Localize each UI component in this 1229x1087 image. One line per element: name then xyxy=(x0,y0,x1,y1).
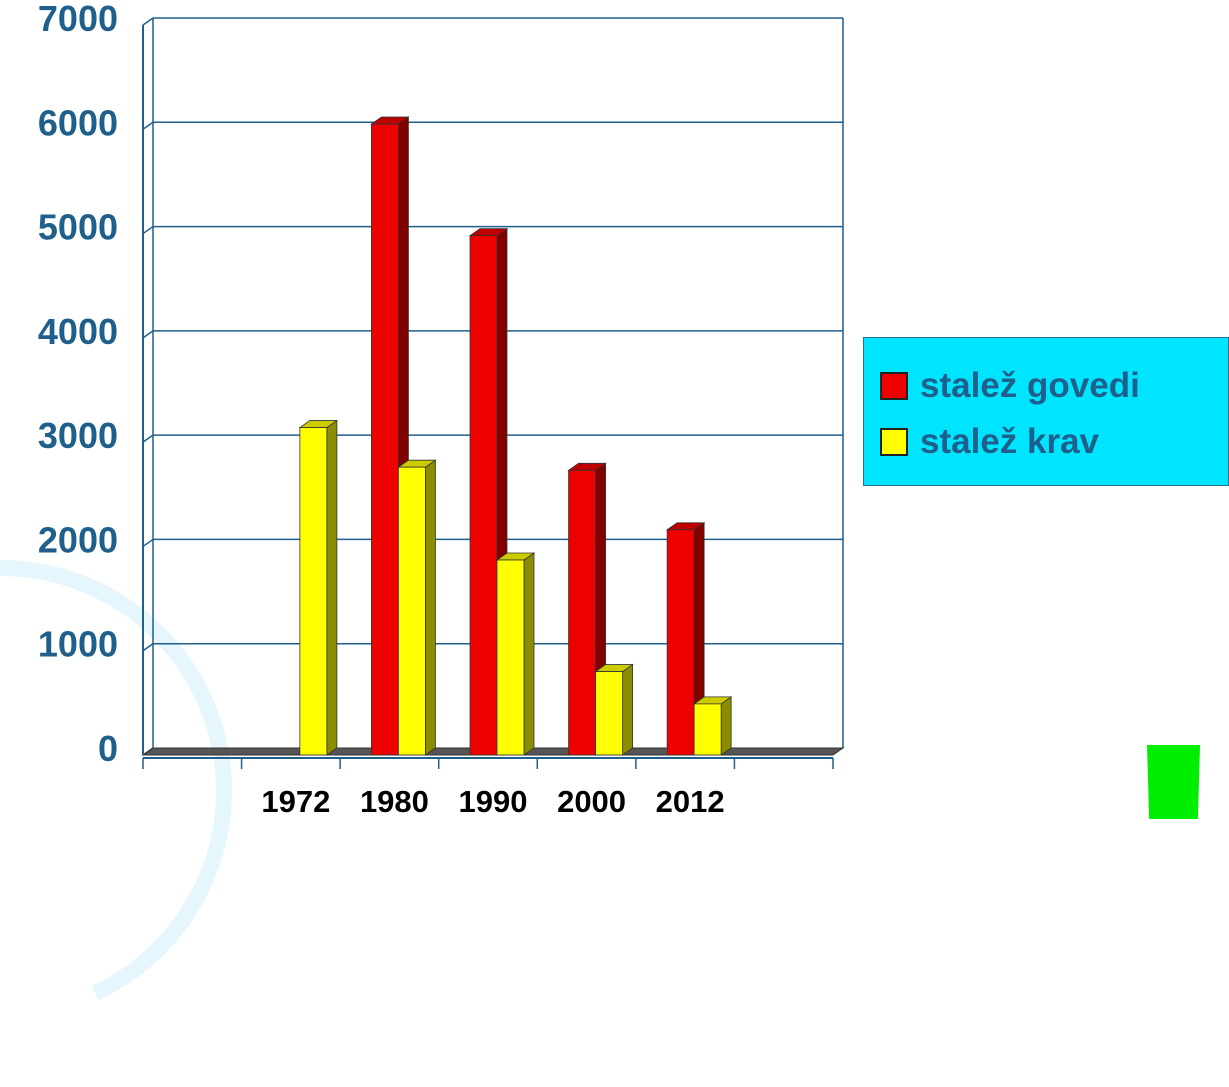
y-tick-mark xyxy=(142,643,154,652)
bars xyxy=(298,116,733,756)
bar-front xyxy=(666,529,695,756)
x-tick-label: 1980 xyxy=(360,784,429,817)
y-tick-labels: 0 1000 2000 3000 4000 5000 6000 7000 xyxy=(38,0,118,769)
bar-front xyxy=(568,469,596,756)
bar-side xyxy=(622,663,633,756)
bar-side xyxy=(425,459,436,756)
bar xyxy=(298,419,339,756)
bar-front xyxy=(371,123,399,756)
legend-swatch-krav xyxy=(880,428,908,456)
y-tick-mark xyxy=(142,225,154,235)
x-tick-label: 2000 xyxy=(557,784,626,817)
bar-front xyxy=(496,559,525,756)
legend: stalež govedi stalež krav xyxy=(863,337,1229,486)
bar-front xyxy=(398,466,426,756)
bar-front xyxy=(595,671,623,756)
bar xyxy=(495,552,536,756)
x-tick-labels: 1972 1980 1990 2000 2012 xyxy=(261,784,724,817)
x-tick-label: 2012 xyxy=(656,784,725,817)
x-tick-label: 1972 xyxy=(261,784,330,817)
x-tick-label: 1990 xyxy=(459,784,528,817)
bar-front xyxy=(299,427,328,756)
bar-side xyxy=(720,696,732,756)
bar xyxy=(594,663,634,756)
legend-label-govedi: stalež govedi xyxy=(920,366,1140,405)
y-tick-label: 6000 xyxy=(38,102,118,143)
bar-side xyxy=(326,419,338,756)
y-tick-label: 3000 xyxy=(38,415,118,456)
y-tick-mark xyxy=(142,538,154,548)
green-decoration xyxy=(1147,745,1200,819)
y-tick-label: 5000 xyxy=(38,207,118,248)
legend-label-krav: stalež krav xyxy=(920,422,1100,461)
y-tick-label: 4000 xyxy=(38,311,118,352)
y-tick-mark xyxy=(142,121,154,130)
y-tick-label: 1000 xyxy=(38,624,118,665)
legend-swatch-govedi xyxy=(880,372,908,400)
y-tick-label: 0 xyxy=(98,728,118,769)
y-tick-label: 2000 xyxy=(38,519,118,560)
bar-side xyxy=(523,552,535,756)
y-tick-mark xyxy=(142,434,154,443)
legend-item-krav: stalež krav xyxy=(880,422,1099,462)
y-tick-label: 7000 xyxy=(38,0,118,39)
bar xyxy=(370,116,410,756)
axes xyxy=(142,18,834,769)
y-tick-mark xyxy=(142,330,154,339)
bar-front xyxy=(693,703,722,756)
bar-front xyxy=(469,235,498,756)
bar xyxy=(692,696,733,756)
legend-item-govedi: stalež govedi xyxy=(880,366,1140,406)
bar xyxy=(397,459,437,756)
bar xyxy=(665,521,706,756)
y-tick-mark xyxy=(142,17,154,26)
